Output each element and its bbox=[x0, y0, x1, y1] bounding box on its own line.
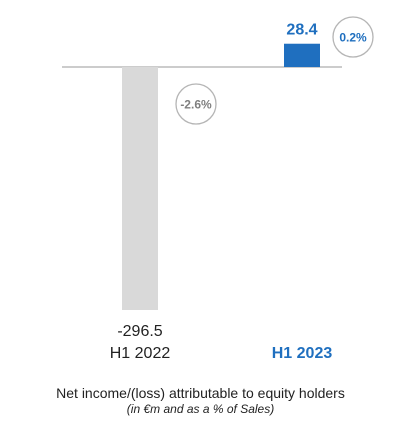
chart-title: Net income/(loss) attributable to equity… bbox=[56, 385, 345, 401]
value-label: -296.5 bbox=[117, 323, 162, 340]
category-label: H1 2023 bbox=[272, 345, 333, 362]
chart-subtitle: (in €m and as a % of Sales) bbox=[126, 402, 275, 416]
pct-of-sales-label: 0.2% bbox=[339, 31, 367, 45]
bar-h1-2022 bbox=[122, 67, 158, 310]
net-income-chart: -296.5 H1 2022 28.4 H1 2023 -2.6% 0.2% bbox=[62, 16, 374, 362]
pct-of-sales-label: -2.6% bbox=[180, 98, 212, 112]
pct-badge-circle bbox=[332, 16, 374, 58]
pct-badge-circle bbox=[175, 83, 217, 125]
category-label: H1 2022 bbox=[110, 345, 171, 362]
value-label: 28.4 bbox=[286, 22, 317, 39]
bar-h1-2023 bbox=[284, 43, 320, 67]
